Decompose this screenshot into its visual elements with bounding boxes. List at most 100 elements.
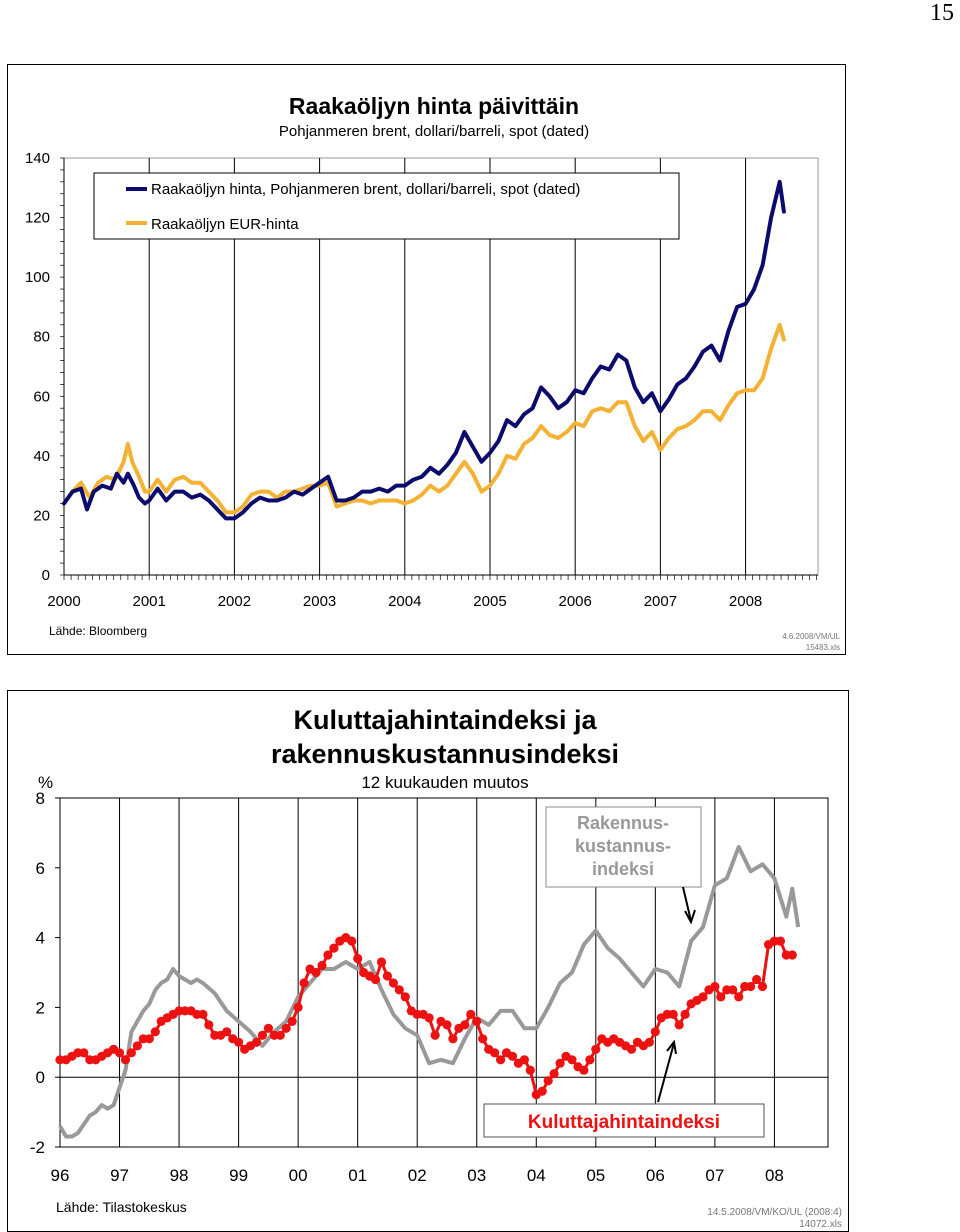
index-chart-x-tick-00: 00 (289, 1166, 308, 1185)
oil-chart-x-tick-2004: 2004 (388, 593, 421, 610)
consumer-index-point (591, 1044, 601, 1054)
consumer-index-point (234, 1037, 244, 1047)
consumer-index-point (293, 1002, 303, 1012)
consumer-index-point (347, 936, 357, 946)
oil-chart-x-axis: 2000 2001 2002 2003 2004 2005 2006 2007 2008 (47, 574, 818, 610)
index-chart-gridlines (59, 797, 829, 1148)
consumer-index-arrow (657, 1042, 675, 1103)
consumer-index-point (299, 978, 309, 988)
consumer-index-point (472, 1016, 482, 1026)
consumer-index-point (626, 1044, 637, 1054)
oil-chart-y-tick-40: 40 (33, 448, 50, 465)
consumer-index-point (650, 1027, 660, 1037)
consumer-index-point (317, 960, 327, 971)
page-number: 15 (930, 0, 954, 26)
consumer-index-point (400, 992, 410, 1002)
consumer-index-point (496, 1055, 506, 1065)
index-chart-file-ref-2: 14072.xls (799, 1219, 842, 1230)
index-chart-title-line-2: rakennuskustannusindeksi (271, 739, 619, 769)
consumer-index-annotation: Kuluttajahintaindeksi (483, 1039, 765, 1138)
oil-chart-source: Lähde: Bloomberg (49, 624, 147, 638)
index-chart-source: Lähde: Tilastokeskus (56, 1199, 187, 1215)
index-chart-x-tick-01: 01 (348, 1166, 367, 1185)
consumer-index-point (734, 992, 744, 1002)
oil-chart-y-tick-140: 140 (25, 150, 50, 167)
index-chart-x-tick-04: 04 (527, 1166, 546, 1185)
consumer-index-point (567, 1055, 577, 1065)
consumer-index-point (585, 1055, 595, 1065)
construction-index-arrow (682, 886, 692, 922)
price-index-chart: Kuluttajahintaindeksi ja rakennuskustann… (30, 705, 842, 1230)
construction-index-line (58, 844, 801, 1139)
oil-chart-x-tick-2000: 2000 (47, 593, 80, 610)
index-chart-subtitle: 12 kuukauden muutos (361, 773, 528, 792)
oil-chart-x-tick-2008: 2008 (729, 593, 762, 610)
consumer-index-point (507, 1051, 518, 1061)
consumer-index-point (698, 992, 708, 1002)
consumer-index-point (668, 1009, 678, 1019)
index-chart-y-unit: % (38, 773, 53, 792)
oil-chart-x-tick-2007: 2007 (644, 593, 677, 610)
consumer-index-label-box (483, 1103, 765, 1138)
oil-chart-file-ref-2: 15483.xls (806, 643, 840, 652)
construction-index-label-line-1: Rakennus- (577, 813, 669, 833)
construction-index-annotation: Rakennus- kustannus- indeksi (545, 806, 702, 925)
consumer-index-point (251, 1037, 262, 1047)
consumer-index-arrowhead (666, 1039, 677, 1055)
legend-box (93, 172, 680, 240)
oil-chart-legend: Raakaöljyn hinta, Pohjanmeren brent, dol… (93, 172, 680, 240)
consumer-index-point (680, 1009, 690, 1019)
index-chart-x-tick-08: 08 (765, 1166, 784, 1185)
consumer-index-point (460, 1020, 470, 1030)
brent-usd-line (62, 179, 786, 521)
index-chart-y-tick-8: 8 (36, 789, 45, 808)
consumer-index-point (549, 1069, 559, 1079)
consumer-index-point (79, 1048, 89, 1058)
consumer-index-point (198, 1009, 208, 1019)
construction-index-arrowhead (684, 909, 696, 925)
oil-chart-y-tick-120: 120 (25, 210, 50, 227)
index-chart-x-tick-05: 05 (586, 1166, 605, 1185)
oil-chart-x-tick-2006: 2006 (558, 593, 591, 610)
consumer-index-point (466, 1009, 476, 1019)
index-chart-plot-area (59, 797, 829, 1148)
consumer-index-point (144, 1034, 154, 1044)
consumer-index-point (275, 1030, 285, 1040)
consumer-index-point (114, 1048, 125, 1058)
index-chart-x-tick-99: 99 (229, 1166, 248, 1185)
index-chart-x-tick-98: 98 (170, 1166, 189, 1185)
consumer-index-point (150, 1027, 160, 1037)
brent-eur-line (62, 322, 786, 515)
consumer-index-point (716, 992, 726, 1002)
consumer-index-point (746, 981, 756, 992)
construction-index-label-line-2: kustannus- (575, 836, 671, 856)
consumer-index-point (120, 1055, 131, 1065)
construction-index-label-line-3: indeksi (592, 859, 654, 879)
index-chart-x-tick-03: 03 (467, 1166, 486, 1185)
consumer-index-point (674, 1020, 684, 1030)
oil-chart-y-tick-0: 0 (42, 567, 50, 584)
consumer-index-point (132, 1041, 142, 1051)
consumer-index-point (311, 967, 321, 978)
legend-label-eur: Raakaöljyn EUR-hinta (151, 216, 299, 233)
index-chart-y-tick-6: 6 (36, 859, 45, 878)
consumer-index-point (579, 1065, 589, 1075)
legend-label-brent: Raakaöljyn hinta, Pohjanmeren brent, dol… (151, 181, 580, 198)
consumer-index-point (728, 985, 738, 995)
index-chart-y-tick-0: 0 (36, 1068, 45, 1087)
oil-chart-x-tick-2002: 2002 (218, 593, 251, 610)
consumer-index-point (263, 1023, 273, 1033)
oil-chart-y-tick-80: 80 (33, 329, 50, 346)
oil-chart-series (62, 179, 786, 521)
consumer-index-point (442, 1020, 452, 1030)
consumer-index-point (424, 1013, 434, 1023)
consumer-index-point (525, 1065, 535, 1075)
construction-index-label-box (545, 806, 702, 888)
index-chart-x-tick-02: 02 (408, 1166, 427, 1185)
consumer-index-point (382, 971, 392, 981)
consumer-index-point (537, 1086, 547, 1096)
oil-price-chart-panel: Raakaöljyn hinta päivittäin Pohjanmeren … (7, 64, 846, 655)
consumer-index-point (388, 978, 398, 988)
oil-chart-subtitle: Pohjanmeren brent, dollari/barreli, spot… (279, 123, 589, 140)
oil-chart-x-tick-2001: 2001 (133, 593, 166, 610)
